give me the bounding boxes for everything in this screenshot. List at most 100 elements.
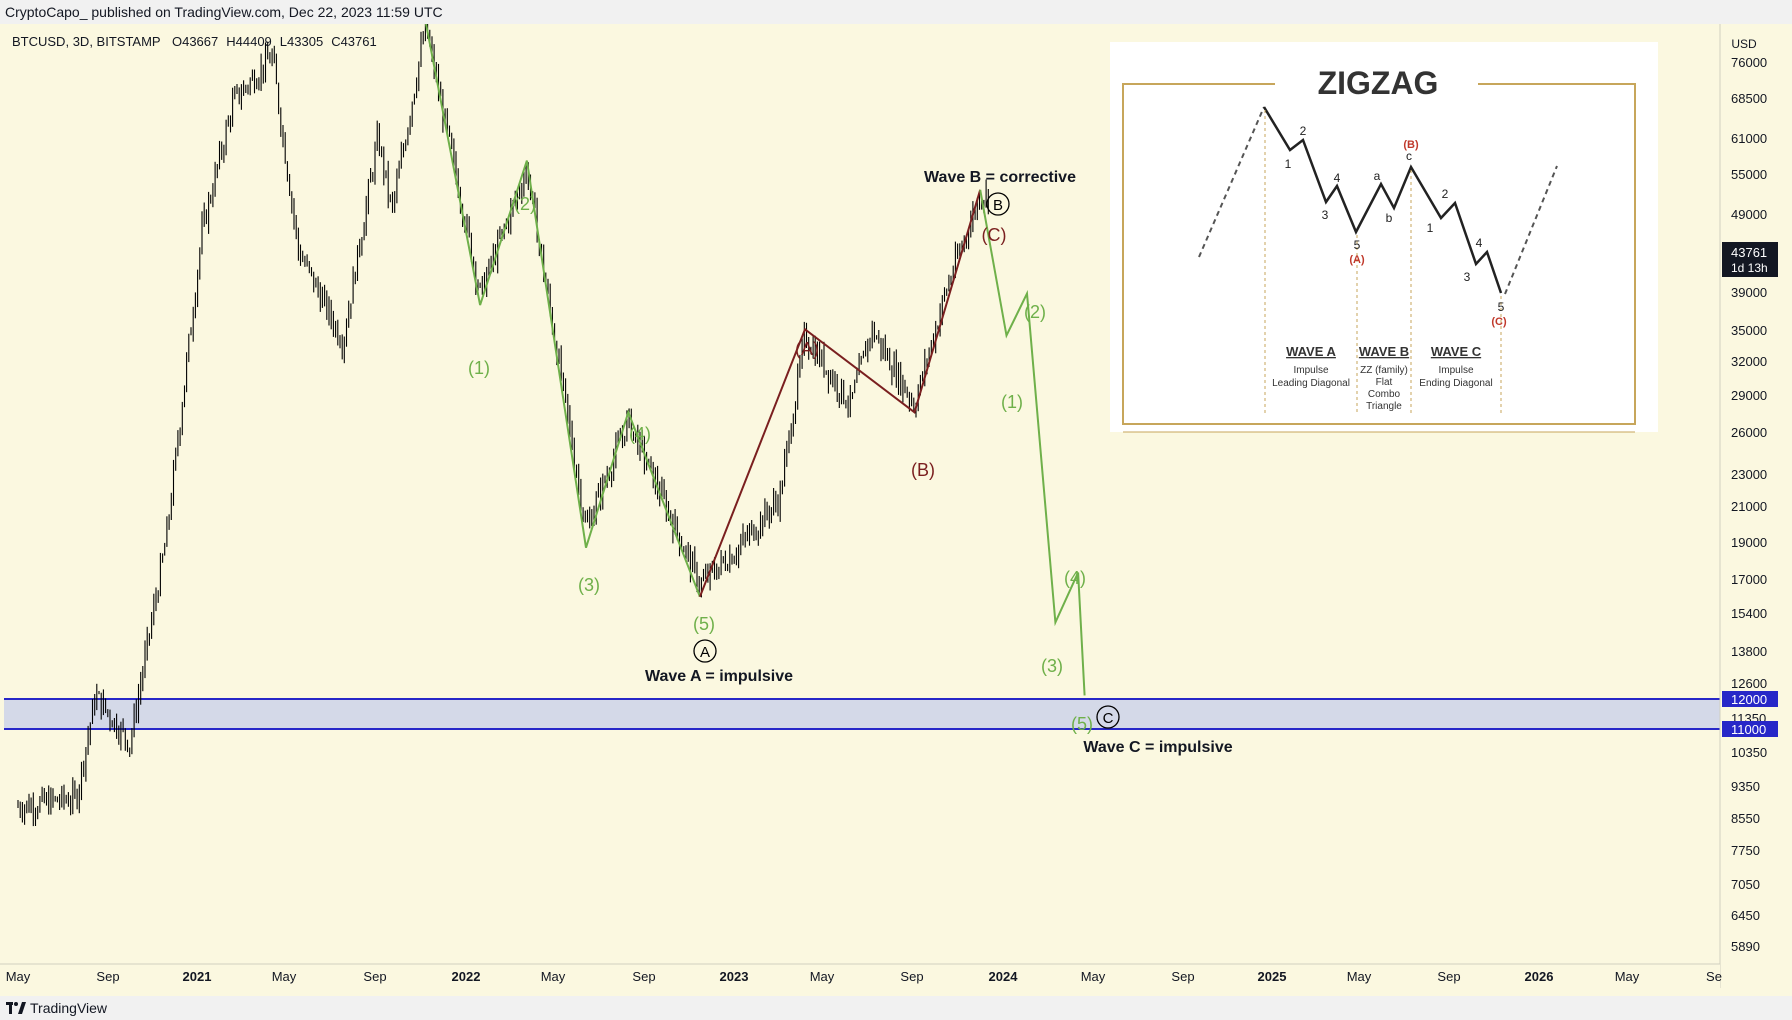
price-tick: 9350 [1731,779,1760,794]
price-tick: 17000 [1731,572,1767,587]
svg-text:a: a [1374,169,1381,183]
time-tick: 2021 [183,969,212,984]
price-tick: 7750 [1731,843,1760,858]
time-tick: May [541,969,566,984]
bar-countdown: 1d 13h [1731,261,1768,275]
zone-lower-tag [1722,721,1778,737]
price-tick: 32000 [1731,354,1767,369]
wave-a-caption: Wave A = impulsive [645,668,793,685]
price-tick: 29000 [1731,388,1767,403]
svg-text:C: C [1103,710,1114,727]
wave-label-A: (A) [795,339,819,359]
wave-label-5: (5) [693,614,715,634]
svg-text:WAVE A: WAVE A [1286,344,1336,359]
price-tick: 49000 [1731,207,1767,222]
time-tick: Sep [96,969,119,984]
price-tick: 39000 [1731,285,1767,300]
time-tick: May [810,969,835,984]
time-tick: May [1081,969,1106,984]
svg-text:Leading Diagonal: Leading Diagonal [1272,378,1350,389]
svg-text:b: b [1386,211,1393,225]
time-tick: Sep [632,969,655,984]
time-tick: Sep [900,969,923,984]
svg-text:1: 1 [1427,221,1434,235]
price-tick: 7050 [1731,877,1760,892]
svg-text:Triangle: Triangle [1366,401,1402,412]
price-tick: 12600 [1731,676,1767,691]
time-tick: 2022 [452,969,481,984]
svg-text:4: 4 [1334,171,1341,185]
circled-label-a: A [693,639,717,663]
price-tick: 68500 [1731,91,1767,106]
chart-area[interactable]: (1) (2) (3) (4) (5) (A) (B) (C) (1) (2) … [0,24,1792,996]
svg-text:5: 5 [1498,300,1505,314]
time-tick: 2024 [989,969,1019,984]
svg-text:Flat: Flat [1376,377,1393,388]
price-tick: 35000 [1731,323,1767,338]
price-tick: 5890 [1731,939,1760,954]
price-tick: 10350 [1731,745,1767,760]
time-tick: May [1347,969,1372,984]
time-tick: May [6,969,31,984]
proj-label-2: (2) [1024,302,1046,322]
time-axis[interactable]: May Sep 2021 May Sep 2022 May Sep 2023 May Sep 2024… [0,963,1722,988]
svg-text:WAVE B: WAVE B [1359,344,1409,359]
price-tick: 19000 [1731,535,1767,550]
support-zone [4,699,1720,729]
candlestick-series [17,24,989,827]
price-tick: 6450 [1731,908,1760,923]
svg-text:2: 2 [1442,187,1449,201]
svg-text:Impulse: Impulse [1438,365,1473,376]
price-tick: 55000 [1731,167,1767,182]
zigzag-inset: ZIGZAG 1 2 3 4 5 a b c 1 2 3 4 5 (A) (B) [1110,42,1658,433]
wave-c-caption: Wave C = impulsive [1083,739,1232,756]
zigzag-path [1262,106,1503,294]
last-price: 43761 [1731,245,1767,260]
proj-label-3: (3) [1041,656,1063,676]
svg-text:4: 4 [1476,236,1483,250]
tradingview-logo-icon [6,1002,26,1014]
svg-text:Ending Diagonal: Ending Diagonal [1419,378,1492,389]
wave-label-3: (3) [578,575,600,595]
price-tick: 23000 [1731,467,1767,482]
price-tick: 76000 [1731,55,1767,70]
wave-label-1: (1) [468,358,490,378]
time-tick: Sep [1171,969,1194,984]
svg-text:c: c [1406,149,1412,163]
last-price-tag [1722,242,1778,277]
time-tick: Sep [1437,969,1460,984]
price-tick: 26000 [1731,425,1767,440]
proj-label-4: (4) [1064,568,1086,588]
svg-text:3: 3 [1322,208,1329,222]
circled-label-b: B [986,192,1010,216]
svg-text:1: 1 [1285,157,1292,171]
wave-a-line [425,24,701,598]
svg-text:Impulse: Impulse [1293,365,1328,376]
wave-c-line [979,189,1086,696]
svg-text:12000: 12000 [1731,692,1767,707]
svg-text:3: 3 [1464,270,1471,284]
svg-text:B: B [993,197,1003,214]
time-tick: 2026 [1525,969,1554,984]
price-tick: 8550 [1731,811,1760,826]
price-tick: 21000 [1731,499,1767,514]
tradingview-brand: TradingView [30,1000,108,1016]
time-tick: Se [1706,969,1722,984]
tradingview-footer: TradingView [0,996,1792,1020]
circled-label-c: C [1096,705,1120,729]
symbol-legend: BTCUSD, 3D, BITSTAMP O43667 H44409 L43305 C… [12,34,377,49]
wave-b-caption: Wave B = corrective [924,169,1076,186]
svg-text:WAVE C: WAVE C [1431,344,1482,359]
price-tick: 61000 [1731,131,1767,146]
proj-label-1: (1) [1001,392,1023,412]
price-axis[interactable]: USD 76000 68500 61000 55000 49000 39000 35000 3… [1719,24,1792,988]
publish-info: CryptoCapo_ published on TradingView.com… [5,4,443,20]
svg-text:(A): (A) [1349,254,1365,266]
price-tick: 15400 [1731,606,1767,621]
price-tick: 13800 [1731,644,1767,659]
svg-text:ZZ (family): ZZ (family) [1360,365,1408,376]
wave-label-C: (C) [982,225,1007,245]
time-tick: May [272,969,297,984]
svg-text:11000: 11000 [1731,722,1766,737]
svg-text:5: 5 [1354,238,1361,252]
